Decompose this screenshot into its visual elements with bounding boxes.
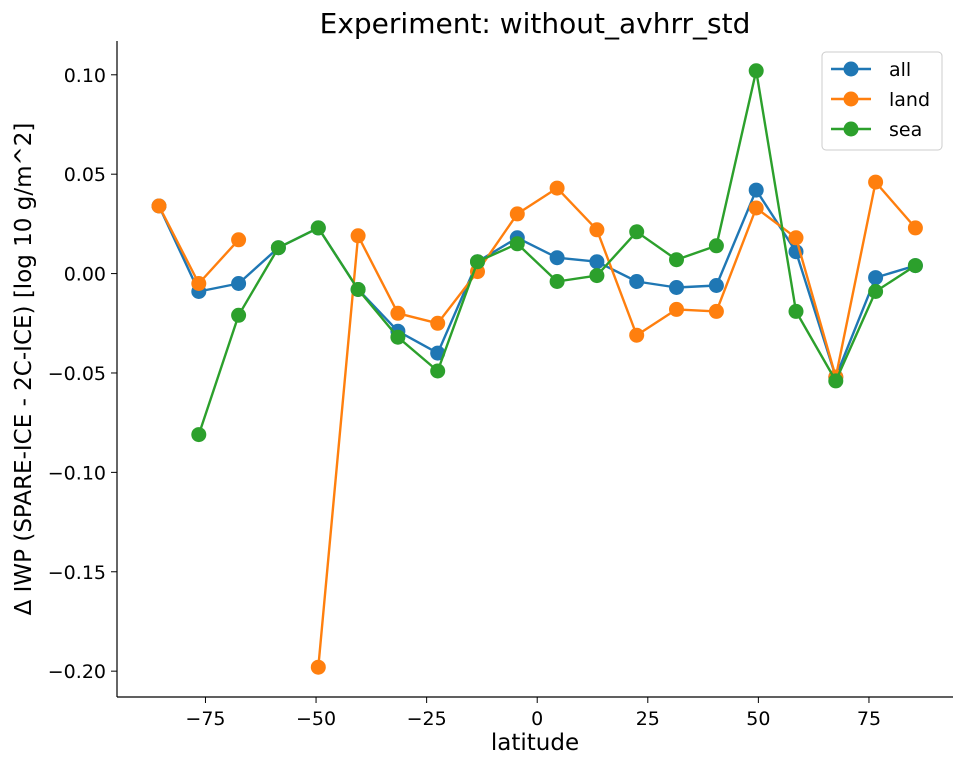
data-point-all <box>430 345 446 361</box>
x-axis-label: latitude <box>491 730 579 756</box>
data-point-sea <box>629 224 645 240</box>
y-tick-label: −0.05 <box>48 363 106 385</box>
data-point-all <box>589 254 605 270</box>
data-point-land <box>430 315 446 331</box>
x-tick-label: −25 <box>407 708 447 730</box>
data-point-land <box>748 200 764 216</box>
data-point-land <box>708 303 724 319</box>
x-tick-label: −50 <box>296 708 336 730</box>
y-tick-label: 0.05 <box>64 164 106 186</box>
data-point-land <box>589 222 605 238</box>
series-land <box>151 174 923 675</box>
data-point-sea <box>549 274 565 289</box>
data-point-sea <box>907 258 923 274</box>
data-point-land <box>669 301 684 317</box>
data-point-sea <box>788 303 804 319</box>
data-point-land <box>191 276 207 291</box>
legend-label-sea: sea <box>889 119 922 141</box>
series-layer <box>151 63 923 675</box>
data-point-all <box>868 270 884 286</box>
legend: all land sea <box>821 51 943 151</box>
data-point-land <box>310 659 326 675</box>
data-point-sea <box>231 307 247 323</box>
data-point-land <box>350 228 366 244</box>
y-tick-label: −0.15 <box>48 562 106 584</box>
x-tick-label: 75 <box>857 708 881 730</box>
data-point-sea <box>589 268 605 284</box>
x-tick-label: 50 <box>746 708 770 730</box>
legend-label-land: land <box>889 89 930 111</box>
data-point-all <box>669 280 684 295</box>
data-point-land <box>509 206 525 222</box>
data-point-land <box>151 198 167 214</box>
legend-marker-land <box>843 91 859 107</box>
y-tick-label: 0.10 <box>64 65 106 87</box>
data-point-sea <box>191 427 207 443</box>
y-tick-label: −0.10 <box>48 462 106 484</box>
data-point-land <box>390 305 406 321</box>
series-line-land <box>317 180 917 668</box>
data-point-all <box>231 276 247 291</box>
series-all <box>151 182 923 385</box>
data-point-sea <box>748 63 764 79</box>
data-point-sea <box>509 236 525 252</box>
data-point-land <box>788 230 804 246</box>
data-point-sea <box>708 238 724 254</box>
data-point-all <box>708 278 724 293</box>
axes: −75 −50 −25 0 25 50 75 0.10 0.05 0.00 −0.05 −0.10 −0… <box>48 41 953 730</box>
x-tick-label: 0 <box>531 708 543 730</box>
y-tick-label: −0.20 <box>48 661 106 683</box>
series-line-all <box>157 188 916 379</box>
data-point-land <box>907 220 923 236</box>
data-point-land <box>231 232 247 248</box>
series-line-land <box>157 205 240 285</box>
series-sea <box>191 63 923 443</box>
data-point-land <box>868 174 884 190</box>
data-point-sea <box>350 282 366 297</box>
data-point-sea <box>390 329 406 345</box>
chart-title: Experiment: without_avhrr_std <box>320 7 751 40</box>
x-tick-label: 25 <box>636 708 660 730</box>
y-tick-label: 0.00 <box>64 264 106 286</box>
data-point-land <box>549 180 565 196</box>
legend-marker-all <box>843 61 859 77</box>
legend-marker-sea <box>843 121 859 137</box>
data-point-sea <box>430 363 446 379</box>
data-point-sea <box>828 373 844 389</box>
data-point-land <box>629 327 645 343</box>
x-tick-label: −75 <box>185 708 225 730</box>
data-point-sea <box>669 252 684 268</box>
y-axis-label: Δ IWP (SPARE-ICE - 2C-ICE) [log 10 g/m^2… <box>11 123 37 616</box>
data-point-sea <box>310 220 326 236</box>
data-point-sea <box>470 254 485 270</box>
data-point-sea <box>270 240 286 256</box>
data-point-all <box>549 250 565 266</box>
data-point-all <box>629 274 645 289</box>
data-point-all <box>748 182 764 198</box>
legend-label-all: all <box>889 59 911 81</box>
data-point-sea <box>868 284 884 299</box>
